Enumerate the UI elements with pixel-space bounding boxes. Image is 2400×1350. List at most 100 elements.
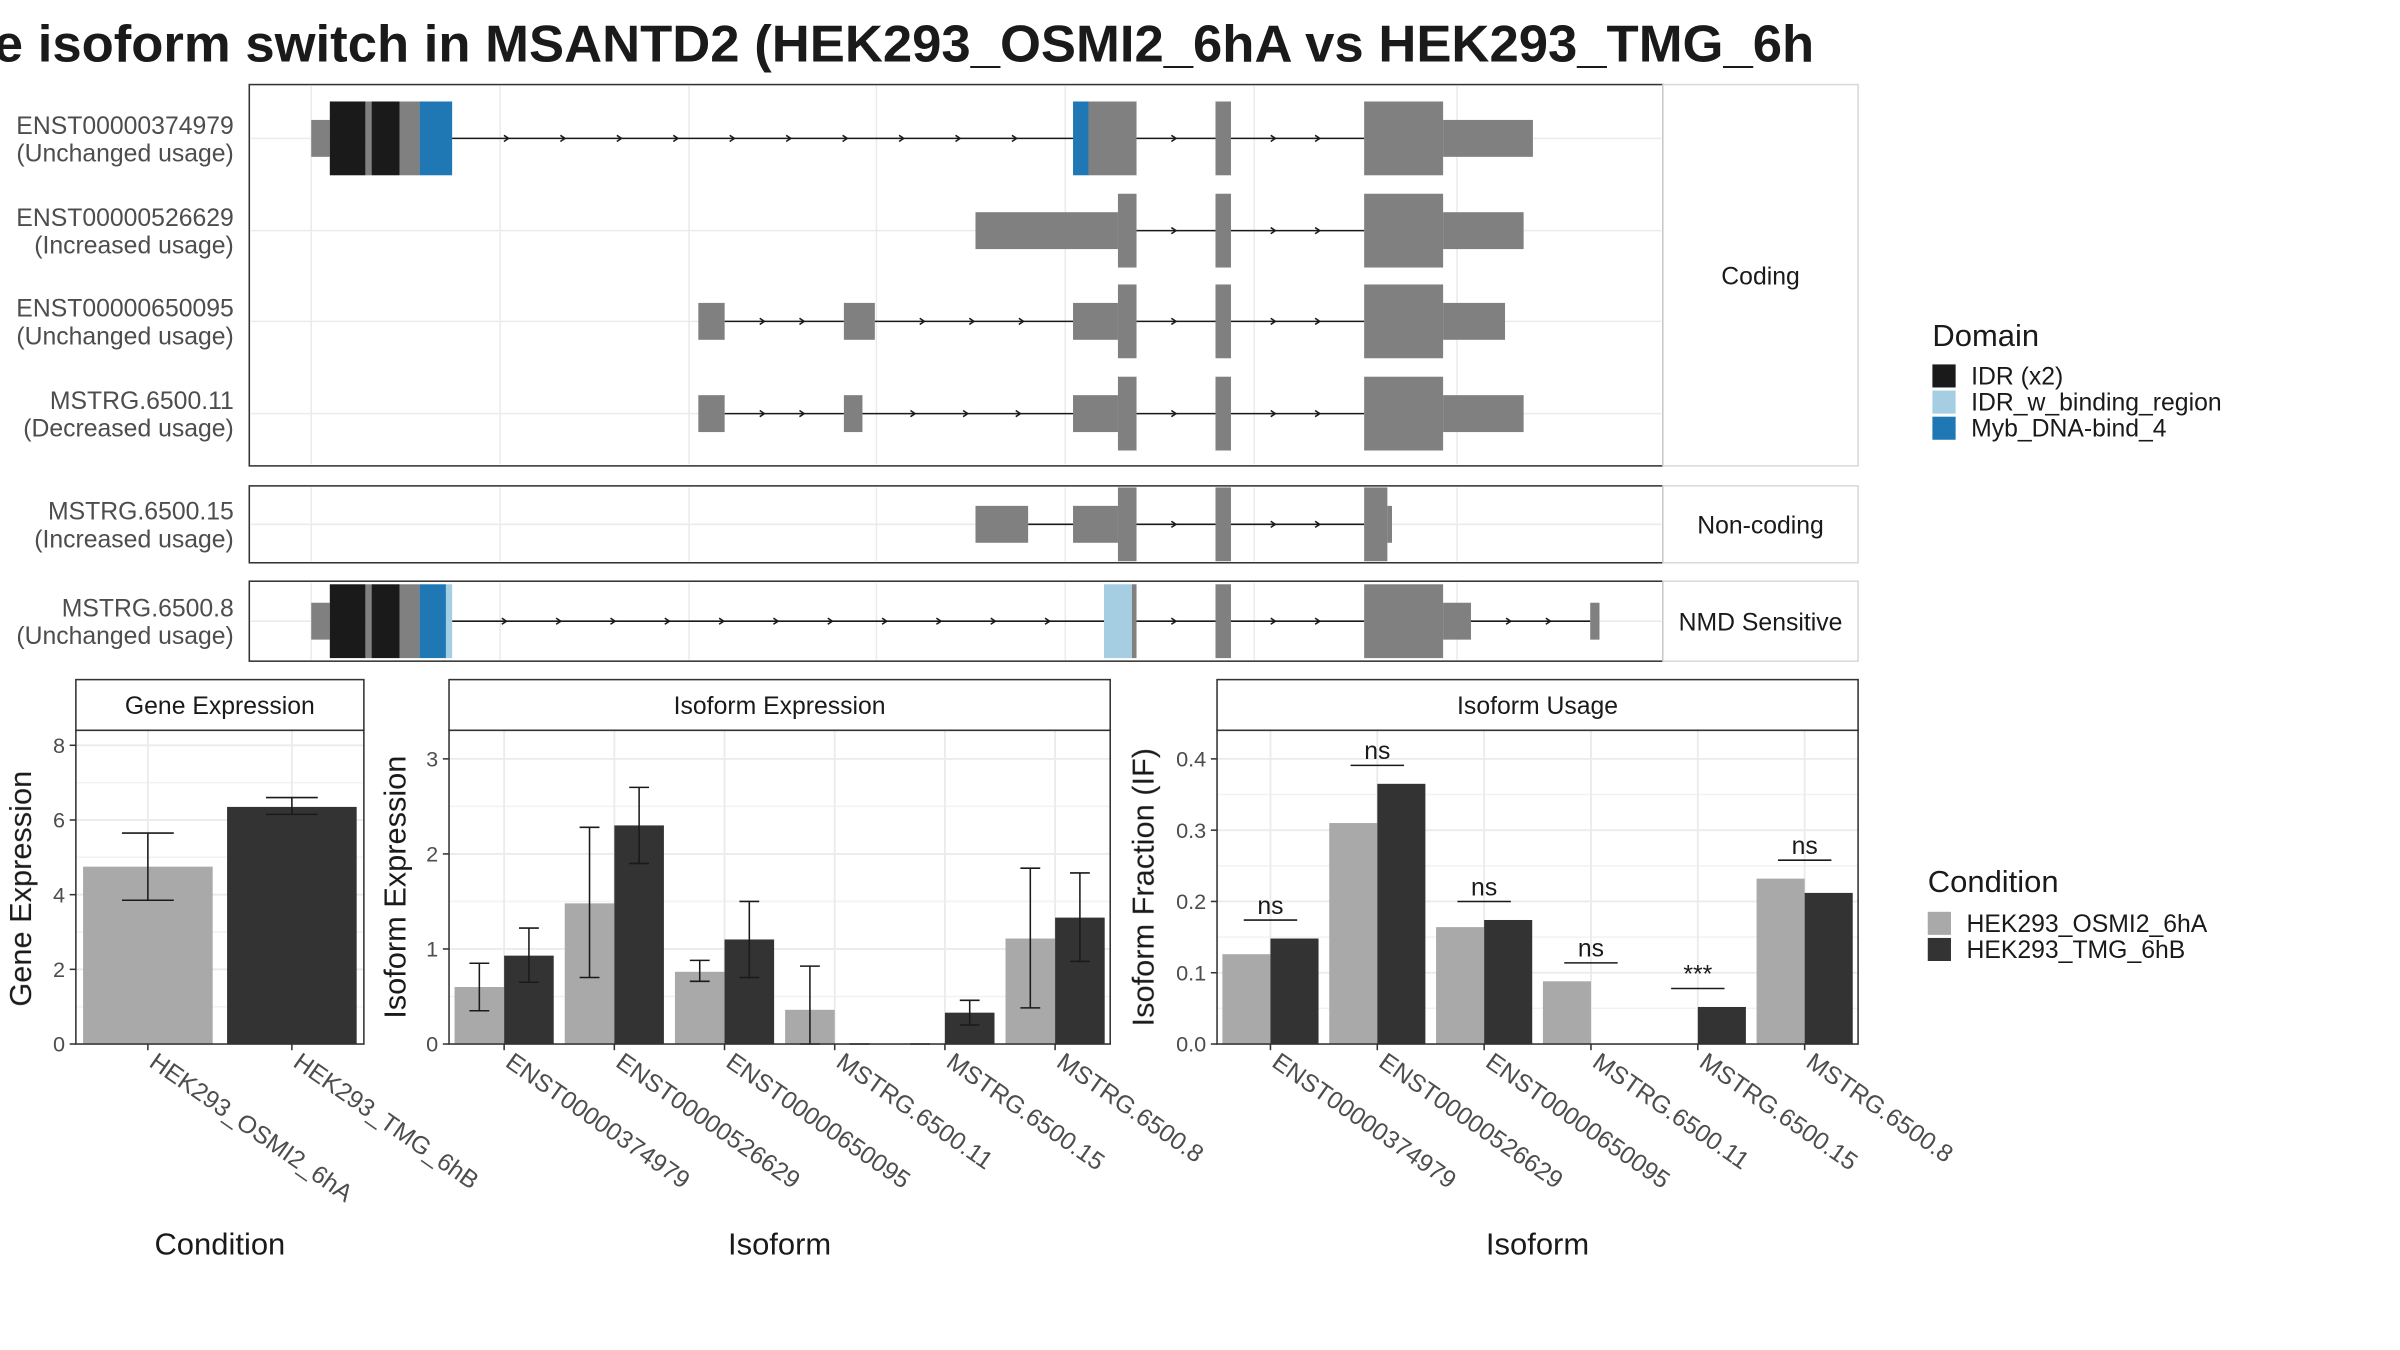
domain-legend-label: Myb_DNA-bind_4: [1971, 416, 2166, 443]
condition-legend-label: HEK293_OSMI2_6hA: [1966, 911, 2207, 938]
exon-block: [1215, 487, 1231, 562]
x-tick-label: ENST00000374979: [1267, 1048, 1461, 1194]
intron-arrow: [1015, 409, 1022, 418]
intron-arrow: [881, 617, 889, 625]
exon-block: [1364, 487, 1388, 562]
intron-arrow: [1018, 317, 1025, 326]
intron-arrow: [664, 617, 671, 625]
y-tick-label: 0.1: [1176, 960, 1206, 985]
significance-label: ns: [1364, 738, 1390, 765]
chart-panel-title: Gene Expression: [125, 693, 315, 720]
intron-arrow: [1270, 520, 1277, 529]
y-tick-label: 4: [53, 882, 65, 907]
isoform-row-id: MSTRG.6500.15: [48, 499, 234, 526]
y-tick-label: 0.2: [1176, 889, 1206, 914]
significance-label: ns: [1792, 833, 1818, 860]
x-tick-label: ENST00000526629: [611, 1048, 805, 1194]
isoform-row-usage: (Unchanged usage): [16, 141, 233, 168]
bar: [1377, 783, 1426, 1045]
bar: [1270, 938, 1319, 1045]
x-tick-label: ENST00000526629: [1374, 1048, 1568, 1194]
significance-label: ns: [1578, 936, 1604, 963]
exon-block: [1104, 584, 1132, 659]
exon-block: [1073, 395, 1118, 433]
isoform-row-id: ENST00000526629: [16, 205, 233, 232]
intron-arrow: [919, 317, 926, 326]
facet-strip: [1662, 580, 1859, 662]
facet-strip: [1662, 83, 1859, 467]
isoform-row-usage: (Increased usage): [34, 233, 234, 260]
intron-arrow: [1170, 520, 1178, 529]
exon-block: [1088, 101, 1137, 176]
intron-arrow: [759, 317, 766, 326]
significance-label: ns: [1257, 893, 1283, 920]
exon-block: [365, 584, 372, 659]
y-tick-label: 0: [426, 1032, 438, 1057]
intron-arrow: [759, 409, 766, 418]
intron-arrow: [799, 317, 806, 326]
exon-block: [329, 101, 366, 176]
bar: [1484, 919, 1533, 1045]
isoform-row-usage: (Decreased usage): [23, 416, 234, 443]
chart-panel-strip: [448, 678, 1111, 732]
chart-panel-border: [1216, 729, 1859, 1045]
intron-arrow: [1170, 226, 1178, 235]
bar: [1436, 927, 1485, 1045]
intron-arrow: [1314, 520, 1322, 529]
significance-label: ns: [1471, 874, 1497, 901]
exon-block: [1443, 602, 1471, 640]
y-axis-title: Isoform Expression: [378, 756, 413, 1019]
x-axis-title: Isoform: [728, 1227, 831, 1262]
facet-strip-label: Coding: [1721, 264, 1799, 291]
facet-strip: [1662, 485, 1859, 564]
exon-block: [1215, 284, 1231, 359]
intron-arrow: [1314, 226, 1322, 235]
exon-block: [1364, 193, 1444, 268]
intron-arrow: [1314, 617, 1322, 625]
intron-arrow: [990, 617, 997, 625]
intron-arrow: [1170, 617, 1178, 625]
exon-block: [843, 302, 875, 340]
condition-legend-swatch: [1927, 937, 1951, 961]
exon-block: [1364, 376, 1444, 451]
domain-legend-swatch: [1932, 364, 1956, 388]
intron-arrow: [968, 317, 976, 326]
exon-block: [975, 212, 1118, 250]
intron-arrow: [1270, 409, 1277, 418]
exon-block: [698, 302, 725, 340]
exon-block: [698, 395, 725, 433]
intron-arrow: [772, 617, 780, 625]
condition-legend-swatch: [1927, 911, 1951, 935]
bar-charts: Gene Expression02468HEK293_OSMI2_6hAHEK2…: [3, 678, 1958, 1262]
y-tick-label: 0.3: [1176, 818, 1206, 843]
exon-block: [371, 101, 400, 176]
exon-block: [1131, 584, 1137, 659]
intron-arrow: [718, 617, 726, 625]
exon-block: [419, 584, 446, 659]
exon-block: [329, 584, 366, 659]
intron-arrow: [785, 134, 793, 143]
isoform-row-id: ENST00000650095: [16, 296, 233, 323]
chart-panel-strip: [1216, 678, 1859, 732]
intron-arrow: [559, 134, 567, 143]
exon-block: [445, 584, 453, 659]
y-tick-label: 1: [426, 937, 438, 962]
bar: [1329, 823, 1378, 1045]
exon-block: [1590, 602, 1600, 640]
exon-block: [399, 101, 420, 176]
y-tick-label: 0: [53, 1032, 65, 1057]
exon-block: [1073, 101, 1089, 176]
isoform-row-usage: (Unchanged usage): [16, 323, 233, 350]
chart-panel-title: Isoform Expression: [674, 693, 886, 720]
exon-block: [419, 101, 453, 176]
intron-arrow: [1314, 134, 1322, 143]
intron-arrow: [555, 617, 563, 625]
x-axis-title: Isoform: [1486, 1227, 1589, 1262]
intron-arrow: [1314, 317, 1322, 326]
intron-arrow: [842, 134, 849, 143]
significance-label: ***: [1683, 961, 1712, 988]
exon-block: [1443, 119, 1533, 157]
intron-arrow: [1044, 617, 1052, 625]
y-axis-title: Isoform Fraction (IF): [1125, 748, 1160, 1027]
